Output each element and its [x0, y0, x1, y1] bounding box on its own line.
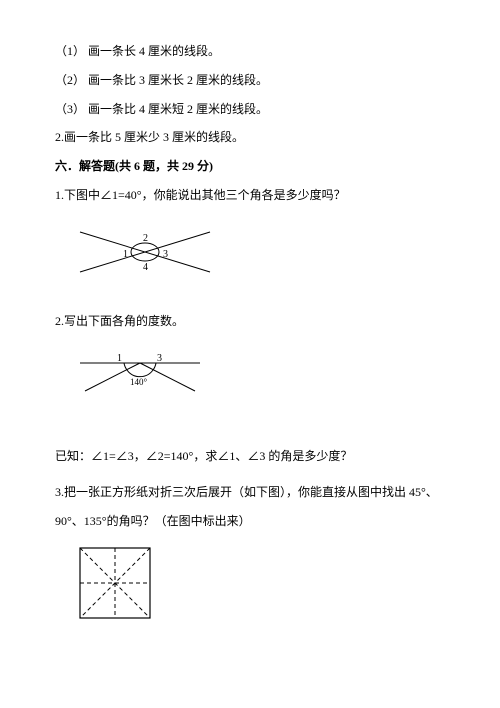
svg-text:1: 1: [123, 249, 128, 260]
question-1-2: （2） 画一条比 3 厘米长 2 厘米的线段。: [55, 69, 445, 92]
svg-text:3: 3: [163, 249, 168, 260]
problem-1: 1.下图中∠1=40°，你能说出其他三个角各是多少度吗？: [55, 184, 445, 207]
question-2: 2.画一条比 5 厘米少 3 厘米的线段。: [55, 126, 445, 149]
svg-text:140°: 140°: [130, 377, 148, 387]
diagram-angle-140: 1 3 140°: [75, 343, 445, 403]
diagram-folded-square: [75, 543, 445, 628]
problem-2-known: 已知：∠1=∠3，∠2=140°，求∠1、∠3 的角是多少度？: [55, 445, 445, 468]
problem-3-b: 90°、135°的角吗？（在图中标出来）: [55, 510, 445, 533]
diagram-crossing-lines: 1 2 3 4: [75, 217, 445, 292]
section-6-heading: 六．解答题(共 6 题，共 29 分): [55, 155, 445, 178]
problem-2: 2.写出下面各角的度数。: [55, 310, 445, 333]
question-1-3: （3） 画一条比 4 厘米短 2 厘米的线段。: [55, 98, 445, 121]
svg-text:3: 3: [157, 353, 162, 364]
svg-text:1: 1: [117, 353, 122, 364]
problem-3-a: 3.把一张正方形纸对折三次后展开（如下图），你能直接从图中找出 45°、: [55, 481, 445, 504]
question-1-1: （1） 画一条长 4 厘米的线段。: [55, 40, 445, 63]
svg-text:4: 4: [143, 262, 148, 273]
svg-text:2: 2: [143, 233, 148, 244]
